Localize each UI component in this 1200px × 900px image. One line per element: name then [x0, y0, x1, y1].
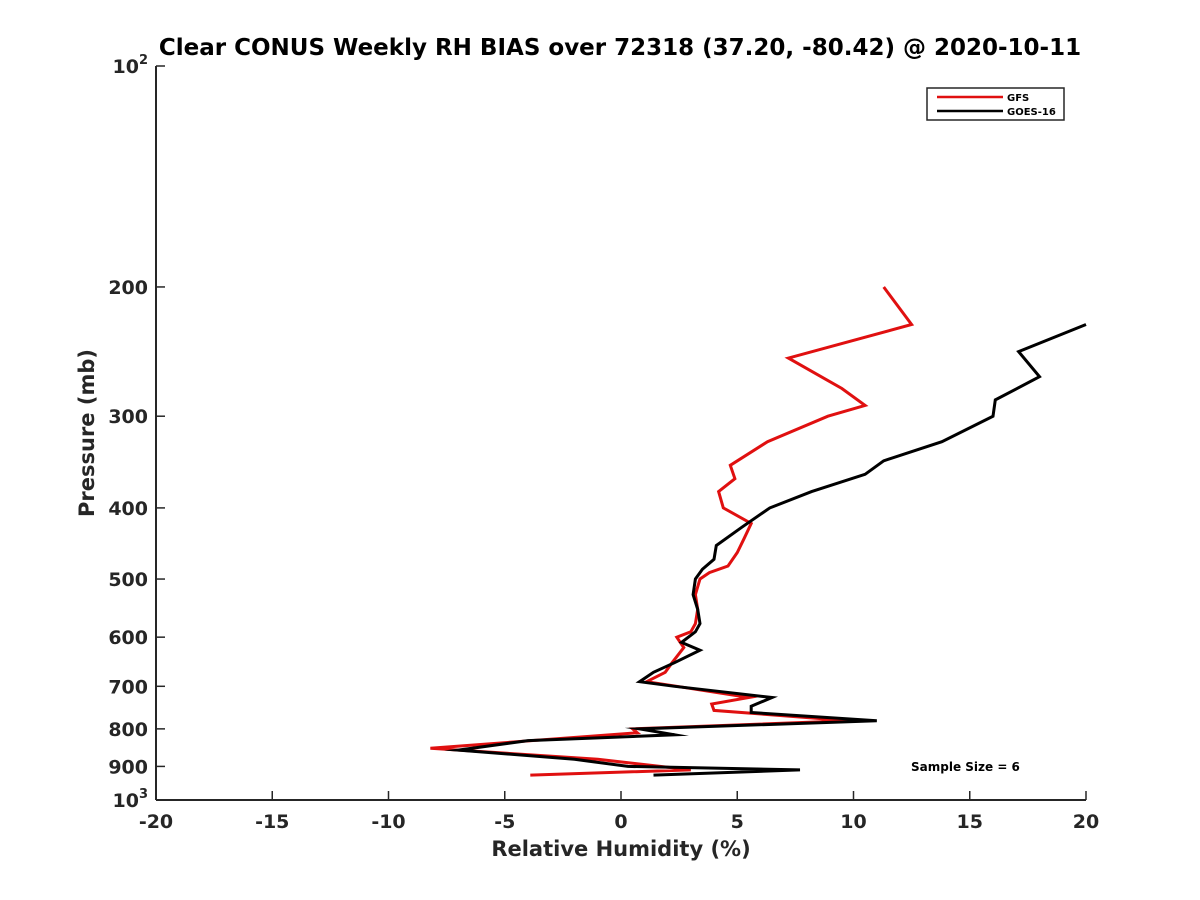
chart-title: Clear CONUS Weekly RH BIAS over 72318 (3…: [159, 35, 1081, 61]
y-tick-label: 102: [113, 53, 149, 78]
x-tick-label: -5: [494, 811, 515, 833]
x-tick-label: 5: [731, 811, 744, 833]
y-tick-label: 103: [113, 787, 149, 812]
x-tick-label: -20: [139, 811, 173, 833]
y-tick-label: 200: [108, 277, 148, 299]
y-tick-label: 400: [108, 498, 148, 520]
series-line-goes-16: [444, 323, 1087, 777]
y-tick-label: 600: [108, 627, 148, 649]
x-tick-label: 0: [614, 811, 627, 833]
x-tick-label: 20: [1073, 811, 1099, 833]
series-line-gfs: [430, 286, 915, 777]
legend-box: [926, 87, 1065, 121]
legend: GFS GOES-16: [926, 87, 1065, 121]
x-tick-label: -10: [371, 811, 405, 833]
y-tick-label: 900: [108, 756, 148, 778]
y-tick-label: 700: [108, 676, 148, 698]
y-axis-ticks: 102 200 300 400 500 600 700 800 900 103: [108, 53, 165, 812]
x-axis-title: Relative Humidity (%): [491, 837, 750, 861]
series-lines: [430, 286, 1087, 777]
legend-label-goes16: GOES-16: [1007, 107, 1056, 118]
y-tick-label: 300: [108, 406, 148, 428]
x-tick-label: 10: [840, 811, 866, 833]
legend-label-gfs: GFS: [1007, 93, 1029, 104]
x-tick-label: -15: [255, 811, 289, 833]
y-tick-label: 800: [108, 719, 148, 741]
x-tick-label: 15: [957, 811, 983, 833]
plot-area: [155, 66, 1086, 801]
y-axis-title: Pressure (mb): [75, 349, 99, 517]
y-tick-label: 500: [108, 569, 148, 591]
x-axis-ticks: -20 -15 -10 -5 0 5 10 15 20: [139, 791, 1099, 833]
sample-size-annotation: Sample Size = 6: [911, 760, 1020, 774]
